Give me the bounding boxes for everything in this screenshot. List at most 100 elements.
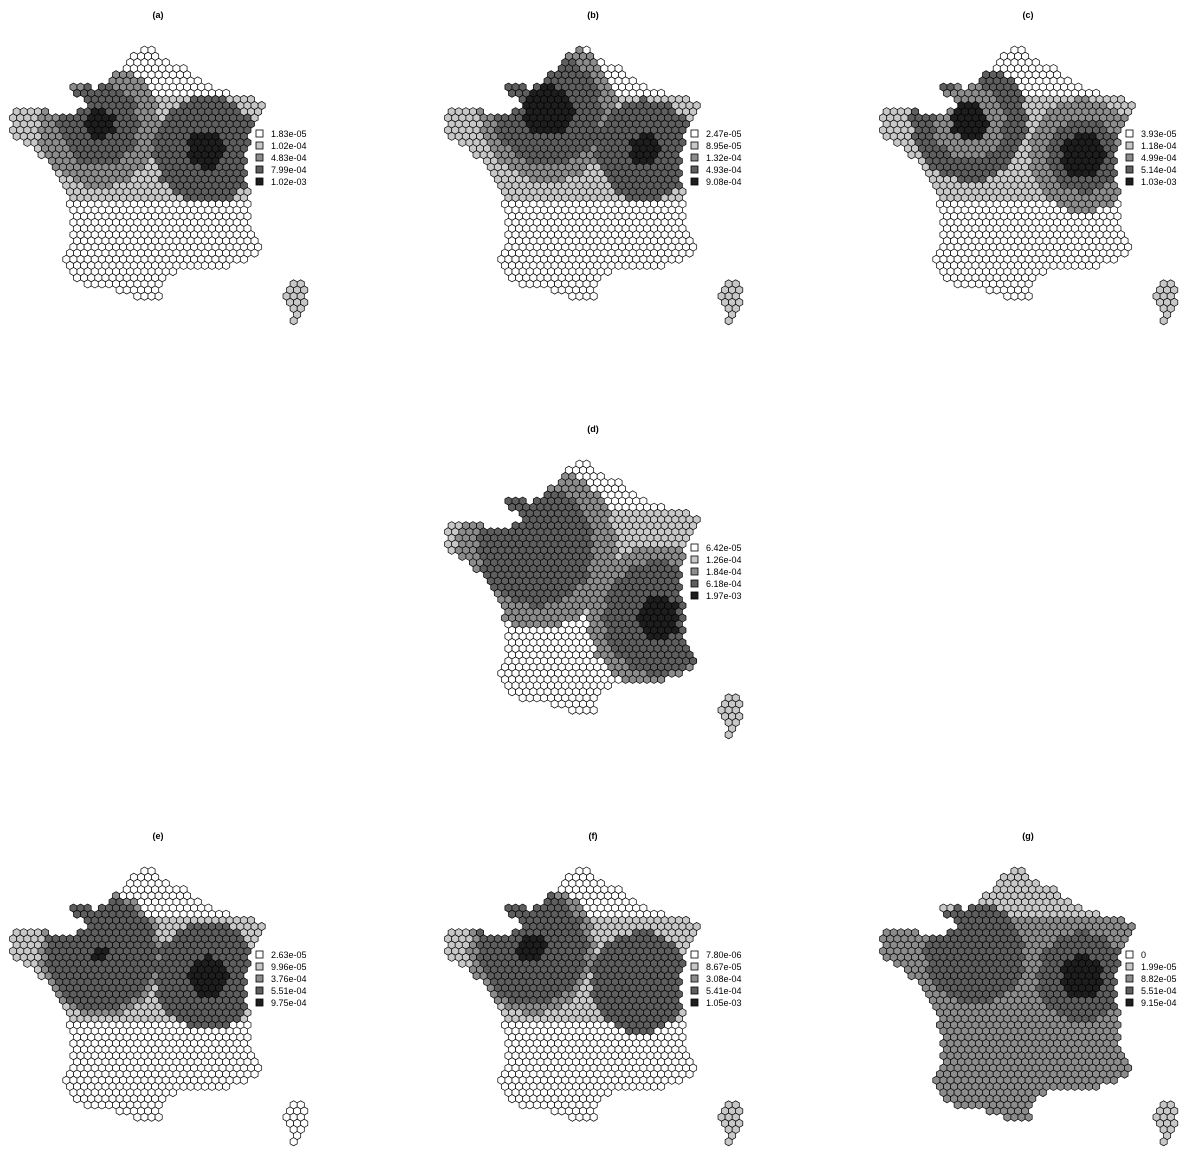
legend-swatch-4 [1125, 165, 1134, 174]
map-hexagon [90, 279, 99, 289]
legend-swatch-5 [690, 177, 699, 186]
map-panel-e: (e) 2.63e-05 9.96e-05 3.76e-04 5.51e-04 … [9, 831, 309, 1147]
map-hexagon [943, 273, 951, 283]
legend-swatch-5 [1125, 177, 1134, 186]
map-hexagon [628, 674, 637, 684]
legend-label: 2.63e-05 [271, 950, 307, 960]
map-panel-a: (a) 1.83e-05 1.02e-04 4.83e-04 7.99e-04 … [9, 10, 309, 326]
map-hexagon [147, 1112, 156, 1122]
map-hexagon [643, 260, 651, 270]
map-hexagon [289, 316, 298, 326]
legend-swatch-5 [255, 998, 264, 1007]
legend-label: 9.08e-04 [706, 177, 742, 187]
map-hexagon [685, 248, 694, 258]
legend-label: 1.97e-03 [706, 591, 742, 601]
map-hexagon [508, 909, 516, 919]
map-hexagon [23, 137, 32, 147]
map-hexagon [1038, 267, 1047, 277]
map-hexagon [907, 150, 916, 160]
legend-label: 4.99e-04 [1141, 153, 1177, 163]
map-hexagon [193, 1081, 202, 1091]
legend: 1.83e-05 1.02e-04 4.83e-04 7.99e-04 1.02… [255, 129, 307, 187]
legend-label: 6.18e-04 [706, 579, 742, 589]
map-hexagon [985, 285, 994, 295]
legend-swatch-2 [255, 962, 264, 971]
map-hexagon [1085, 260, 1093, 270]
map-hexagon [1078, 260, 1086, 270]
map-hexagon [635, 260, 644, 270]
map-hexagon [540, 279, 548, 289]
map-hexagon [472, 564, 481, 574]
map-hexagon [232, 254, 241, 264]
map-hexagon [1159, 316, 1168, 326]
map-hexagon [37, 150, 46, 160]
legend-label: 4.93e-04 [706, 165, 742, 175]
legend-label: 1.03e-03 [1141, 177, 1177, 187]
map-hexagon [657, 674, 666, 684]
map-hexagon [73, 273, 81, 283]
map-hexagon [208, 260, 216, 270]
map-panel-c: (c) 3.93e-05 1.18e-04 4.99e-04 5.14e-04 … [879, 10, 1179, 326]
map-hexagon [73, 88, 81, 98]
legend-label: 1.02e-04 [271, 141, 307, 151]
legend-swatch-5 [690, 591, 699, 600]
map-hexagon [1070, 260, 1079, 270]
map-hexagon [122, 1106, 131, 1116]
map-hexagon [724, 316, 733, 326]
map-hexagon [12, 952, 21, 962]
map-hexagon [643, 674, 651, 684]
legend: 2.47e-05 8.95e-05 1.32e-04 4.93e-04 9.08… [690, 129, 742, 187]
map-hexagon [115, 1106, 124, 1116]
map-hexagon [140, 1112, 149, 1122]
map-hexagon [540, 693, 548, 703]
map-hexagon [893, 137, 902, 147]
map-hexagon [222, 260, 231, 270]
map-hexagon [508, 687, 516, 697]
map-hexagon [575, 705, 584, 715]
map-hexagon [12, 131, 21, 141]
map-hexagon [1024, 291, 1033, 301]
legend-label: 5.51e-04 [271, 986, 307, 996]
map-hexagon [447, 545, 456, 555]
map-hexagon [122, 285, 131, 295]
legend-label: 1.02e-03 [271, 177, 307, 187]
map-hexagon [179, 1081, 188, 1091]
map-hexagon [882, 131, 891, 141]
legend: 6.42e-05 1.26e-04 1.84e-04 6.18e-04 1.97… [690, 543, 742, 601]
map-hexagon [650, 674, 658, 684]
map-hexagon [582, 705, 591, 715]
map-hexagon [186, 260, 195, 270]
map-hexagon [603, 681, 612, 691]
map-hexagon [582, 291, 591, 301]
hexagon-grid [9, 866, 309, 1147]
map-hexagon [105, 1100, 113, 1110]
map-hexagon [614, 260, 623, 270]
map-hexagon [657, 260, 666, 270]
legend-label: 3.93e-05 [1141, 129, 1177, 139]
map-hexagon [525, 279, 534, 289]
map-hexagon [589, 705, 598, 715]
panel-title: (a) [153, 10, 164, 20]
map-hexagon [975, 279, 983, 289]
map-hexagon [1063, 260, 1072, 270]
legend-swatch-2 [255, 141, 264, 150]
map-hexagon [674, 668, 683, 678]
legend-label: 5.14e-04 [1141, 165, 1177, 175]
legend: 3.93e-05 1.18e-04 4.99e-04 5.14e-04 1.03… [1125, 129, 1177, 187]
map-hexagon [179, 260, 188, 270]
legend-swatch-1 [255, 950, 264, 959]
map-hexagon [215, 260, 223, 270]
map-hexagon [557, 285, 566, 295]
hexagon-grid [444, 866, 744, 1147]
hexagon-grid [9, 45, 309, 326]
map-hexagon [147, 291, 156, 301]
map-hexagon [208, 1081, 216, 1091]
map-hexagon [200, 260, 209, 270]
legend-swatch-5 [255, 177, 264, 186]
map-panel-d: (d) 6.42e-05 1.26e-04 1.84e-04 6.18e-04 … [444, 424, 744, 740]
map-hexagon [992, 285, 1001, 295]
legend-swatch-3 [255, 153, 264, 162]
map-hexagon [37, 971, 46, 981]
map-panel-b: (b) 2.47e-05 8.95e-05 1.32e-04 4.93e-04 … [444, 10, 744, 326]
